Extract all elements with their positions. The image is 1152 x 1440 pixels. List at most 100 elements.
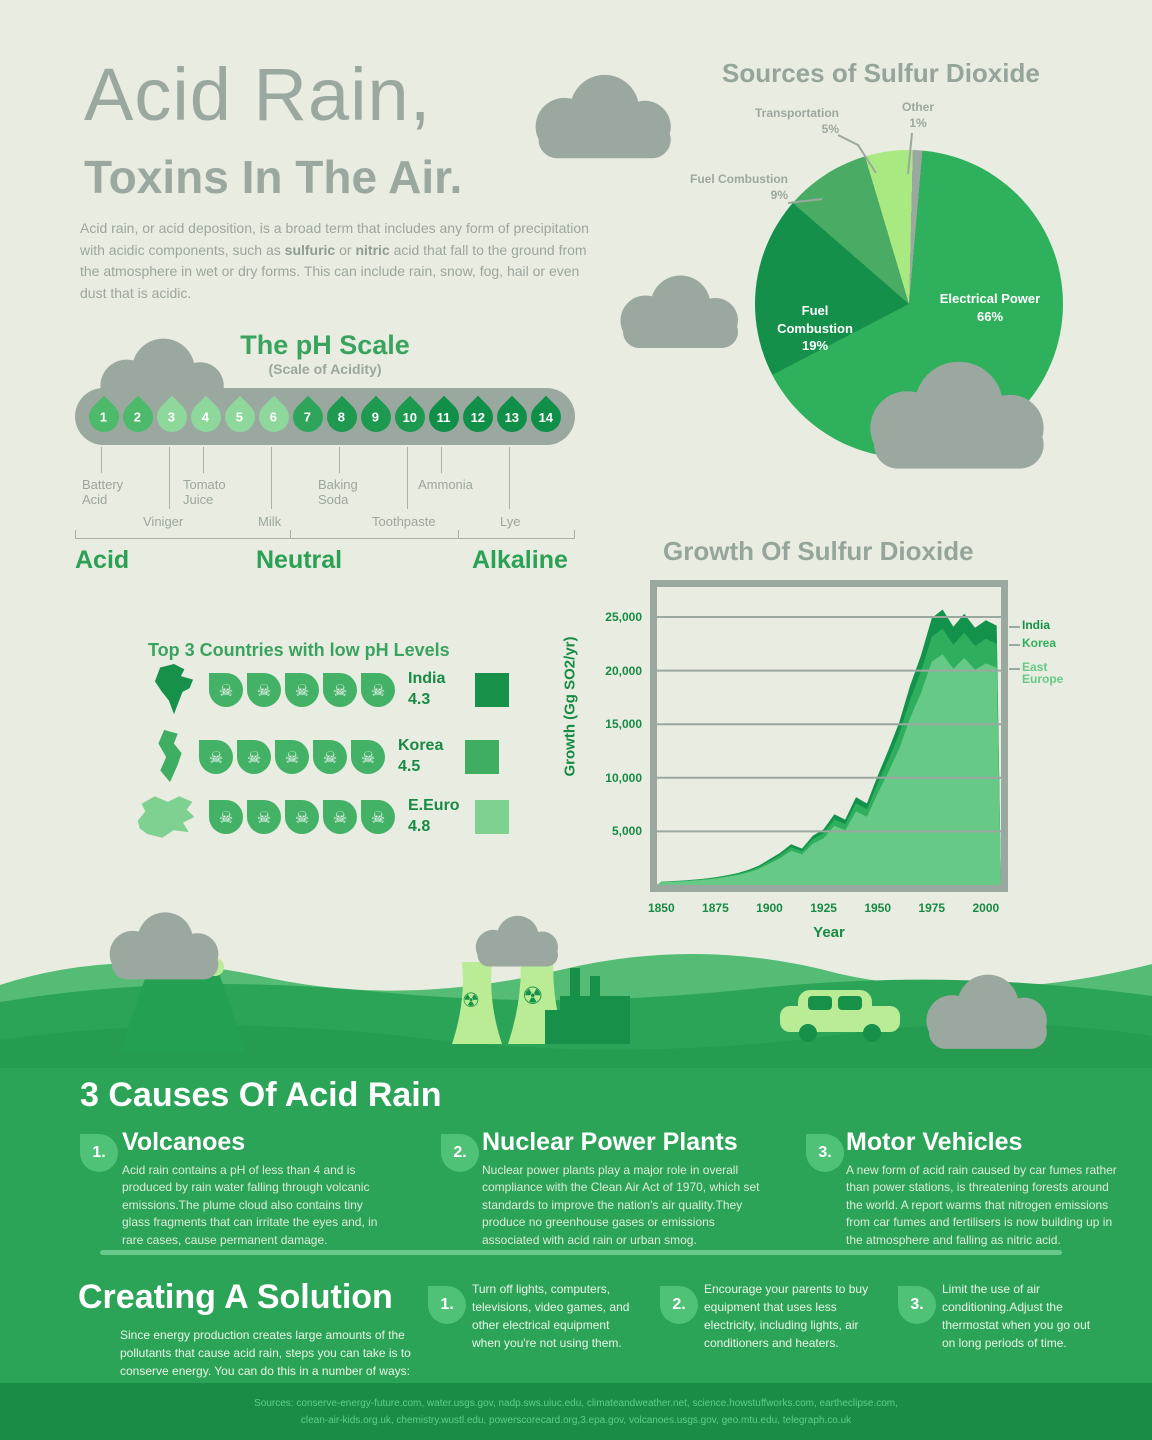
zone-acid: Acid: [75, 546, 130, 574]
y-tick-label: 25,000: [605, 610, 642, 624]
cause-text-nuclear: Nuclear power plants play a major role i…: [482, 1163, 760, 1247]
bracket-tick: [290, 530, 291, 538]
cooling-tower-icon: [452, 962, 502, 1044]
section-divider: [100, 1250, 1062, 1255]
ph-droplet-10: 10: [388, 395, 432, 438]
korea-map-icon: [158, 729, 182, 783]
footer-band: Sources: conserve-energy-future.com, wat…: [0, 1383, 1152, 1440]
growth-chart-xlabel: Year: [813, 924, 845, 941]
ph-droplet-7: 7: [286, 395, 330, 438]
cause-text-volcanoes: Acid rain contains a pH of less than 4 a…: [122, 1163, 378, 1247]
india-map-icon: [154, 664, 194, 715]
causes-title: 3 Causes Of Acid Rain: [80, 1076, 442, 1114]
tip-text-1: Turn off lights, computers, televisions,…: [472, 1282, 630, 1350]
ph-droplet-4: 4: [184, 395, 228, 438]
tip-number-1: 1.: [428, 1286, 466, 1324]
car-icon: [780, 990, 900, 1042]
x-tick-label: 1925: [810, 901, 837, 915]
series-label-korea: Korea: [1022, 635, 1057, 650]
pie-label-other: Other 1%: [901, 100, 934, 130]
y-tick-label: 5,000: [611, 824, 642, 839]
cloud-icon: [520, 72, 695, 164]
ph-item-viniger: Viniger: [143, 514, 184, 529]
ph-item-baking-soda: Baking Soda: [318, 477, 358, 507]
bracket-tick: [75, 530, 76, 538]
series-label-india: India: [1022, 617, 1051, 632]
country-name: India: [408, 670, 446, 688]
ph-droplet-1: 1: [82, 395, 126, 438]
skull-droplet: ☠: [313, 740, 347, 774]
skull-droplet: ☠: [351, 740, 385, 774]
connector-line: [169, 447, 170, 509]
factory-icon: [545, 968, 630, 1044]
x-tick-label: 1900: [756, 901, 783, 915]
country-swatch: [475, 800, 509, 834]
skull-droplet: ☠: [199, 740, 233, 774]
series-label-east-europe: East Europe: [1022, 659, 1064, 687]
ph-item-toothpaste: Toothpaste: [372, 514, 436, 529]
x-tick-label: 2000: [972, 901, 1000, 915]
skull-droplet: ☠: [285, 800, 319, 834]
zone-neutral: Neutral: [256, 546, 343, 574]
skull-droplet: ☠: [323, 673, 357, 707]
tip-number-3: 3.: [898, 1286, 936, 1324]
countries-title: Top 3 Countries with low pH Levels: [148, 640, 450, 660]
ph-scale-bar: 1 2 3 4 5 6 7 8 9 10 11 12 13 14: [75, 388, 575, 445]
skull-droplet: ☠: [361, 673, 395, 707]
pie-label-transportation: Transportation 5%: [754, 106, 839, 136]
ph-item-milk: Milk: [258, 514, 282, 529]
cloud-icon: [893, 972, 1088, 1054]
ph-droplet-5: 5: [218, 395, 262, 438]
connector-line: [509, 447, 510, 509]
connector-line: [101, 447, 102, 473]
sources-line-1: Sources: conserve-energy-future.com, wat…: [254, 1398, 898, 1409]
tip-text-2: Encourage your parents to buy equipment …: [704, 1282, 869, 1350]
ph-droplet-3: 3: [150, 395, 194, 438]
ph-scale-subtitle: (Scale of Acidity): [268, 361, 382, 377]
bracket-tick: [574, 530, 575, 538]
skull-droplet: ☠: [209, 800, 243, 834]
ph-scale-title: The pH Scale: [240, 330, 410, 360]
series-pointer-line: [1009, 625, 1020, 628]
pie-label-fuel-combustion-9: Fuel Combustion 9%: [690, 172, 788, 202]
cause-heading-nuclear: Nuclear Power Plants: [482, 1128, 738, 1156]
cause-heading-volcanoes: Volcanoes: [122, 1128, 246, 1156]
pie-label-lines-icon: [787, 132, 913, 204]
country-ph: 4.5: [398, 758, 421, 775]
connector-line: [271, 447, 272, 509]
ph-droplet-14: 14: [524, 395, 568, 438]
ph-droplet-8: 8: [320, 395, 364, 438]
ph-droplet-12: 12: [456, 395, 500, 438]
ph-droplet-6: 6: [252, 395, 296, 438]
country-ph: 4.8: [408, 818, 431, 835]
bracket-tick: [458, 530, 459, 538]
country-row-east-europe: ☠ ☠ ☠ ☠ ☠ E.Euro 4.8: [134, 792, 509, 842]
skull-droplet: ☠: [323, 800, 357, 834]
europe-map-icon: [137, 796, 195, 838]
cause-heading-motor: Motor Vehicles: [846, 1128, 1023, 1156]
ph-droplet-2: 2: [116, 395, 160, 438]
cause-number-1: 1.: [80, 1134, 118, 1172]
cloud-icon: [75, 910, 260, 984]
skull-drops: ☠ ☠ ☠ ☠ ☠: [209, 800, 399, 834]
country-name: E.Euro: [408, 797, 460, 815]
connector-line: [339, 447, 340, 473]
page-title: Acid Rain,: [84, 53, 432, 136]
x-tick-label: 1875: [702, 901, 729, 915]
x-tick-label: 1850: [647, 901, 675, 915]
skull-droplet: ☠: [247, 800, 281, 834]
radiation-icon: ☢: [522, 982, 544, 1010]
ph-droplet-9: 9: [354, 395, 398, 438]
pie-label-fuel-combustion-19: Fuel Combustion 19%: [777, 303, 853, 354]
page-subtitle: Toxins In The Air.: [84, 151, 463, 203]
growth-chart-ylabel: Growth (Gg SO2/yr): [561, 636, 579, 777]
tip-number-2: 2.: [660, 1286, 698, 1324]
cause-number-2: 2.: [441, 1134, 479, 1172]
ph-item-tomato-juice: Tomato Juice: [183, 477, 226, 507]
intro-paragraph: Acid rain, or acid deposition, is a broa…: [80, 220, 589, 302]
skull-drops: ☠ ☠ ☠ ☠ ☠: [199, 740, 389, 774]
skull-drops: ☠ ☠ ☠ ☠ ☠: [209, 673, 399, 707]
skull-droplet: ☠: [285, 673, 319, 707]
y-tick-label: 20,000: [605, 663, 642, 678]
growth-chart-frame: [650, 580, 1008, 892]
